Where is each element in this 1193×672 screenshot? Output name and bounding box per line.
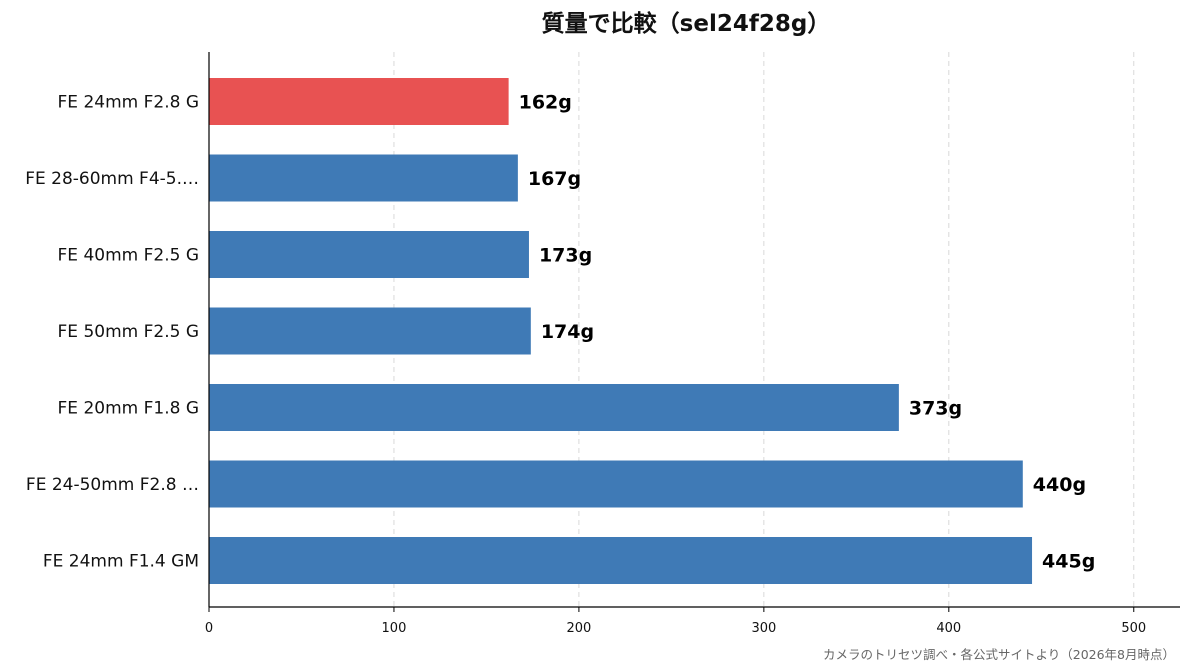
bar <box>209 384 899 431</box>
data-label: 173g <box>539 245 592 267</box>
chart-title: 質量で比較（sel24f28g） <box>542 10 831 37</box>
bar <box>209 78 509 125</box>
x-tick-label: 400 <box>936 621 961 636</box>
data-label: 440g <box>1033 474 1086 496</box>
bar <box>209 460 1023 508</box>
data-label: 445g <box>1042 551 1095 573</box>
category-label: FE 40mm F2.5 G <box>58 246 199 266</box>
x-tick-label: 200 <box>566 621 591 636</box>
x-tick-label: 100 <box>382 621 407 636</box>
x-tick-label: 500 <box>1121 621 1146 636</box>
category-label: FE 20mm F1.8 G <box>58 399 199 419</box>
x-axis-ticks: 0 100 200 300 400 500 <box>205 607 1146 636</box>
source-note: カメラのトリセツ調べ・各公式サイトより（2026年8月時点） <box>823 647 1175 662</box>
grid-lines <box>393 52 1135 607</box>
bar <box>209 231 529 278</box>
axes <box>208 52 1180 608</box>
bars <box>209 78 1033 584</box>
x-tick-label: 300 <box>751 621 776 636</box>
category-label: FE 24mm F1.4 GM <box>43 552 199 572</box>
data-label: 167g <box>528 168 581 190</box>
category-label: FE 24mm F2.8 G <box>58 93 199 113</box>
category-label: FE 24-50mm F2.8 … <box>26 475 199 495</box>
data-label: 174g <box>541 321 594 343</box>
bar <box>209 154 518 202</box>
bar <box>209 307 531 355</box>
bar <box>209 537 1033 584</box>
category-labels: FE 24mm F2.8 G FE 28-60mm F4-5.… FE 40mm F… <box>25 93 199 572</box>
value-labels: 162g 167g 173g 174g 373g 440g 445g <box>519 92 1096 573</box>
x-tick-label: 0 <box>205 621 213 636</box>
data-label: 162g <box>519 92 572 114</box>
category-label: FE 50mm F2.5 G <box>58 322 199 342</box>
data-label: 373g <box>909 398 962 420</box>
category-label: FE 28-60mm F4-5.… <box>25 169 199 189</box>
